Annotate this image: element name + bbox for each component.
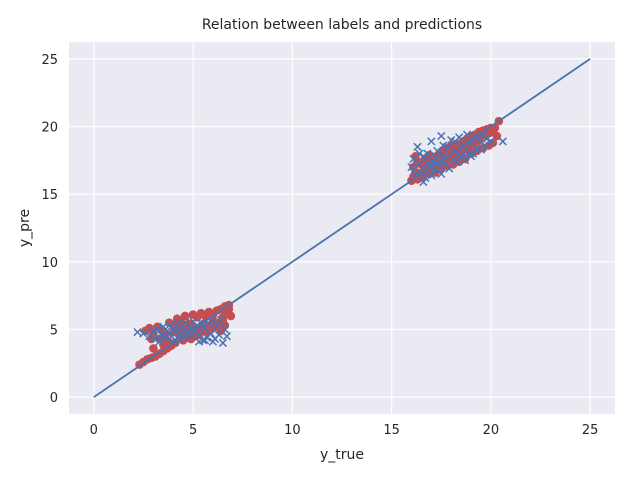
data-point-circle xyxy=(149,344,158,353)
series-line xyxy=(93,58,591,398)
data-point-x xyxy=(177,323,186,333)
data-point-circle xyxy=(466,141,476,150)
data-point-x xyxy=(208,317,218,326)
data-point-x xyxy=(208,337,218,346)
y-tick-label: 5 xyxy=(50,323,58,338)
data-point-x xyxy=(200,336,210,345)
x-tick-label: 5 xyxy=(189,423,197,438)
data-point-x xyxy=(462,130,472,139)
chart-title: Relation between labels and predictions xyxy=(202,17,482,33)
data-point-x xyxy=(437,131,446,141)
data-point-x xyxy=(222,332,231,341)
data-point-x xyxy=(218,338,228,348)
data-point-x xyxy=(153,325,162,334)
data-point-x xyxy=(220,325,229,334)
data-point-x xyxy=(194,337,204,346)
data-point-x xyxy=(460,156,470,165)
data-point-x xyxy=(431,153,440,162)
tick-labels: 0 5 10 15 20 25 0 5 10 15 20 25 xyxy=(41,53,598,438)
data-point-x xyxy=(139,329,148,338)
data-point-x xyxy=(466,152,476,161)
series-layer xyxy=(93,58,591,398)
data-point-x xyxy=(427,137,436,146)
y-tick-label: 25 xyxy=(41,53,58,68)
x-tick-label: 10 xyxy=(284,423,301,438)
data-point-x xyxy=(157,330,166,339)
data-point-x xyxy=(423,149,432,158)
data-point-x xyxy=(445,164,454,173)
series-x xyxy=(133,130,507,348)
data-point-x xyxy=(415,160,424,169)
data-point-x xyxy=(458,149,468,158)
data-point-x xyxy=(186,332,196,341)
x-axis-label: y_true xyxy=(320,447,364,463)
data-point-circle xyxy=(180,311,190,321)
data-point-x xyxy=(441,158,450,168)
data-point-x xyxy=(419,177,428,187)
data-point-x xyxy=(204,319,214,329)
data-point-x xyxy=(421,173,430,183)
x-tick-label: 20 xyxy=(483,423,500,438)
data-point-x xyxy=(449,154,458,164)
data-point-circle xyxy=(226,311,236,321)
data-point-x xyxy=(427,171,436,180)
data-point-x xyxy=(423,158,432,168)
data-point-x xyxy=(451,137,460,146)
x-tick-label: 15 xyxy=(383,423,400,438)
data-point-x xyxy=(216,315,226,325)
data-point-x xyxy=(439,141,448,150)
data-point-x xyxy=(133,328,142,337)
data-point-x xyxy=(413,142,422,151)
y-axis-label: y_pre xyxy=(17,209,33,247)
data-point-x xyxy=(415,149,424,158)
data-point-x xyxy=(482,134,492,143)
data-point-x xyxy=(169,325,178,334)
x-tick-label: 25 xyxy=(582,423,599,438)
data-point-x xyxy=(486,137,496,146)
data-point-x xyxy=(212,322,222,331)
y-tick-label: 15 xyxy=(41,188,58,203)
y-tick-label: 10 xyxy=(41,256,58,271)
data-point-x xyxy=(161,333,170,342)
data-point-x xyxy=(206,329,216,338)
data-point-x xyxy=(480,141,490,150)
data-point-x xyxy=(419,152,428,161)
data-point-x xyxy=(407,162,416,172)
reference-line xyxy=(93,58,591,398)
x-tick-label: 0 xyxy=(90,423,98,438)
data-point-x xyxy=(163,326,172,335)
data-point-x xyxy=(498,137,507,146)
data-point-x xyxy=(155,337,164,346)
data-point-x xyxy=(437,169,446,179)
y-tick-label: 0 xyxy=(50,391,58,406)
data-point-x xyxy=(151,334,160,344)
data-point-x xyxy=(453,157,462,166)
data-point-x xyxy=(145,332,154,341)
y-tick-label: 20 xyxy=(41,121,58,136)
